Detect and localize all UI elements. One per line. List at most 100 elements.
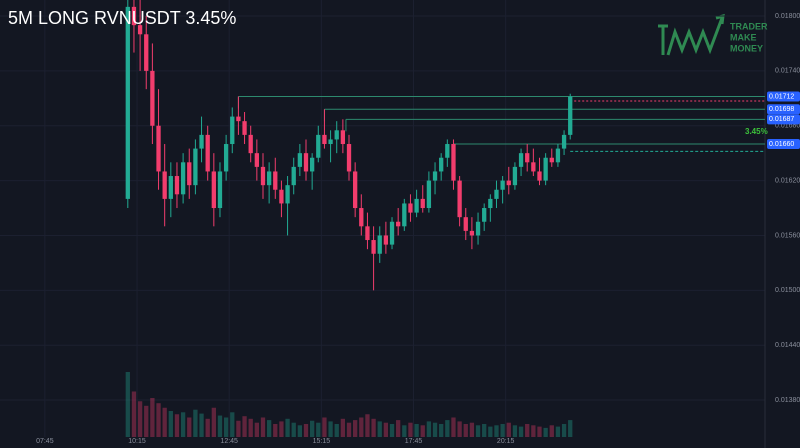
volume-bar	[125, 372, 130, 437]
volume-bar	[242, 416, 247, 437]
volume-bar	[322, 417, 327, 437]
candle-body	[248, 134, 253, 154]
volume-bar	[168, 411, 173, 437]
candle-body	[549, 157, 554, 163]
level-label: 0.01698	[769, 106, 794, 113]
volume-bar	[279, 421, 284, 437]
candle-body	[230, 116, 235, 145]
volume-bar	[426, 421, 432, 437]
volume-bar	[346, 422, 352, 437]
candle-body	[328, 139, 333, 145]
logo-mark	[658, 17, 724, 56]
volume-bar	[217, 415, 223, 437]
candle-body	[291, 166, 296, 186]
volume-bar	[518, 426, 524, 437]
volume-bar	[211, 407, 216, 437]
volume-bar	[475, 425, 481, 437]
volume-bar	[463, 424, 468, 437]
candle-body	[199, 134, 204, 149]
candle-body	[156, 125, 161, 172]
x-tick-label: 15:15	[313, 438, 331, 445]
candle-body	[451, 144, 456, 181]
y-tick-label: 0.01380	[775, 397, 800, 404]
candle-body	[260, 166, 266, 186]
candle-body	[377, 235, 382, 254]
x-tick-label: 17:45	[405, 438, 423, 445]
candle-body	[309, 157, 315, 172]
volume-bar	[236, 420, 241, 437]
volume-bar	[297, 425, 303, 437]
volume-bar	[469, 422, 475, 437]
y-tick-label: 0.01800	[775, 13, 800, 20]
y-tick-label: 0.01740	[775, 68, 800, 75]
volume-bar	[432, 422, 438, 437]
volume-bar	[150, 398, 155, 437]
volume-bar	[512, 425, 518, 437]
volume-bar	[303, 424, 309, 437]
level-tag	[767, 114, 800, 125]
volume-bar	[568, 420, 573, 437]
candle-body	[346, 144, 352, 172]
candle-body	[396, 221, 401, 227]
candle-body	[297, 153, 303, 167]
volume-bar	[254, 422, 259, 437]
volume-bar	[396, 420, 401, 437]
candle-body	[383, 235, 389, 245]
x-tick-label: 20:15	[497, 438, 515, 445]
y-tick-label: 0.01500	[775, 287, 800, 294]
candle-body	[285, 185, 290, 204]
volume-bar	[273, 424, 278, 437]
volume-bar	[223, 417, 229, 437]
volume-bar	[359, 417, 364, 437]
volume-bar	[180, 412, 186, 437]
candle-body	[217, 171, 223, 209]
candle-body	[457, 180, 462, 218]
candle-body	[488, 198, 493, 209]
candle-body	[525, 153, 530, 163]
volume-bar	[377, 421, 382, 437]
volume-bar	[408, 422, 413, 437]
volume-bar	[500, 424, 505, 437]
volume-bar	[131, 391, 137, 437]
candle-body	[137, 25, 143, 35]
volume-bar	[414, 424, 419, 437]
volume-bar	[334, 424, 339, 437]
logo-text: TRADER	[730, 21, 768, 31]
candle-body	[168, 176, 173, 199]
candle-body	[273, 171, 278, 190]
candle-body	[365, 226, 370, 241]
volume-bar	[531, 425, 536, 437]
volume-bar	[156, 403, 161, 437]
candle-body	[180, 162, 186, 195]
volume-bar	[328, 421, 333, 437]
candle-body	[359, 208, 364, 227]
logo-text: MAKE	[730, 32, 757, 42]
candle-body	[494, 189, 499, 199]
candle-body	[414, 198, 419, 213]
y-tick-label: 0.01680	[775, 123, 800, 130]
candle-body	[322, 134, 327, 145]
volume-bar	[383, 422, 389, 437]
candle-body	[187, 162, 192, 186]
candle-body	[463, 217, 468, 231]
volume-bar	[137, 401, 143, 437]
candle-body	[518, 153, 524, 167]
volume-bar	[174, 414, 180, 437]
candle-body	[568, 96, 573, 135]
volume-bar	[316, 422, 321, 437]
candle-body	[303, 153, 309, 172]
logo-text: MONEY	[730, 43, 763, 53]
volume-bar	[525, 424, 530, 437]
level-label: 0.01660	[769, 141, 794, 148]
y-tick-label: 0.01560	[775, 232, 800, 239]
y-tick-label: 0.01440	[775, 342, 800, 349]
volume-bar	[309, 420, 315, 437]
candle-body	[150, 70, 155, 126]
volume-bar	[457, 421, 462, 437]
volume-bar	[439, 424, 444, 437]
annotation: 3.45%	[745, 127, 768, 136]
candle-body	[537, 171, 542, 181]
volume-bar	[537, 426, 542, 437]
volume-bar	[420, 425, 425, 437]
candle-body	[353, 171, 358, 209]
